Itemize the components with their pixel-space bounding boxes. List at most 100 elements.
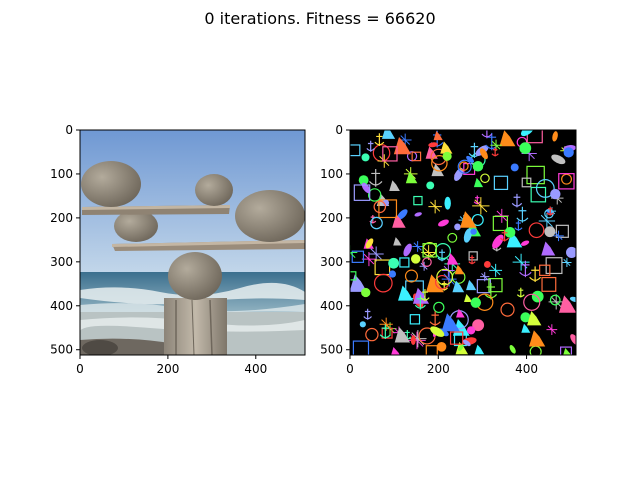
emoji-glyph [459,161,469,171]
emoji-glyph [529,266,542,282]
y-tick-label: 500 [50,343,73,357]
emoji-glyph [529,330,546,347]
emoji-glyph [350,144,361,157]
y-tick-label: 200 [50,211,73,225]
emoji-glyph [530,186,547,203]
emoji-glyph [526,130,543,144]
emoji-glyph [410,335,416,346]
emoji-glyph [353,184,371,201]
emoji-glyph [454,167,464,182]
emoji-glyph [544,226,556,238]
emoji-glyph [398,285,414,301]
emoji-glyph [454,223,461,231]
emoji-glyph [491,147,499,157]
emoji-glyph [379,324,391,340]
y-tick-label: 400 [50,299,73,313]
emoji-glyph [366,140,375,152]
evolved-image-frame [349,129,577,356]
emoji-glyph [446,253,459,265]
emoji-glyph [352,340,370,355]
emoji-glyph [363,308,372,320]
emoji-glyph [528,222,545,239]
emoji-glyph [549,294,561,306]
emoji-glyph [463,228,472,243]
emoji-glyph [438,219,449,227]
emoji-glyph [516,287,525,298]
y-tick-label: 300 [320,255,343,269]
emoji-glyph [464,293,473,303]
emoji-glyph [452,280,465,293]
emoji-glyph [499,130,516,147]
target-image-axes: 0 200 400 0 100 200 300 400 500 [50,123,267,376]
x-tick-label: 0 [76,362,84,376]
emoji-glyph [483,261,491,268]
emoji-glyph [422,257,432,267]
emoji-glyph [481,130,493,139]
emoji-glyph [510,163,519,172]
y-tick-label: 300 [50,255,73,269]
emoji-glyph [511,193,523,208]
emoji-glyph [458,344,464,351]
emoji-glyph [563,147,574,158]
emoji-glyph [480,173,490,184]
emoji-glyph [472,160,484,172]
emoji-glyph [454,264,465,275]
emoji-glyph [570,334,576,345]
emoji-glyph [440,141,453,154]
emoji-glyph [422,243,437,258]
emoji-glyph [447,232,458,243]
emoji-glyph [393,237,402,246]
emoji-glyph [420,289,430,302]
emoji-glyph [500,302,515,317]
emoji-glyph [553,230,564,242]
emoji-glyph [382,146,398,162]
emoji-glyph [405,171,418,184]
emoji-glyph [551,154,566,165]
figure-title: 0 iterations. Fitness = 66620 [204,9,435,28]
emoji-glyph [489,263,503,277]
emoji-glyph [457,159,472,174]
emoji-glyph [468,251,478,261]
emoji-glyph [558,295,576,313]
emoji-glyph [350,271,357,281]
emoji-glyph [413,195,423,206]
emoji-glyph [546,206,554,216]
emoji-glyph [516,206,529,223]
emoji-glyph [468,255,476,265]
y-tick-label: 100 [320,167,343,181]
y-tick-label: 400 [320,299,343,313]
emoji-glyph [365,238,374,249]
emoji-glyph [519,260,532,278]
emoji-glyph [558,173,575,190]
emoji-glyph [394,327,411,343]
emoji-glyph [471,213,484,227]
emoji-glyph [428,142,438,148]
emoji-glyph [382,199,390,207]
target-image-frame [79,129,306,356]
x-tick-label: 200 [427,362,450,376]
emoji-glyph [361,153,370,162]
emoji-glyph [520,312,531,323]
emoji-glyph [561,173,573,185]
emoji-glyph [430,326,445,337]
emoji-glyph [466,326,476,335]
x-tick-label: 400 [244,362,267,376]
emoji-glyph [466,155,474,163]
emoji-glyph [359,321,366,328]
emoji-glyph [480,272,490,282]
emoji-glyph [473,177,484,188]
emoji-glyph [361,287,371,298]
emoji-glyph [374,133,385,146]
emoji-glyph [521,323,531,333]
emoji-glyph [444,196,451,210]
emoji-glyph [466,279,477,291]
emoji-glyph [358,175,369,186]
emoji-glyph [562,257,572,268]
y-tick-label: 200 [320,211,343,225]
emoji-glyph [412,241,423,252]
emoji-glyph [539,264,551,276]
emoji-glyph [521,177,532,188]
x-tick-label: 200 [156,362,179,376]
